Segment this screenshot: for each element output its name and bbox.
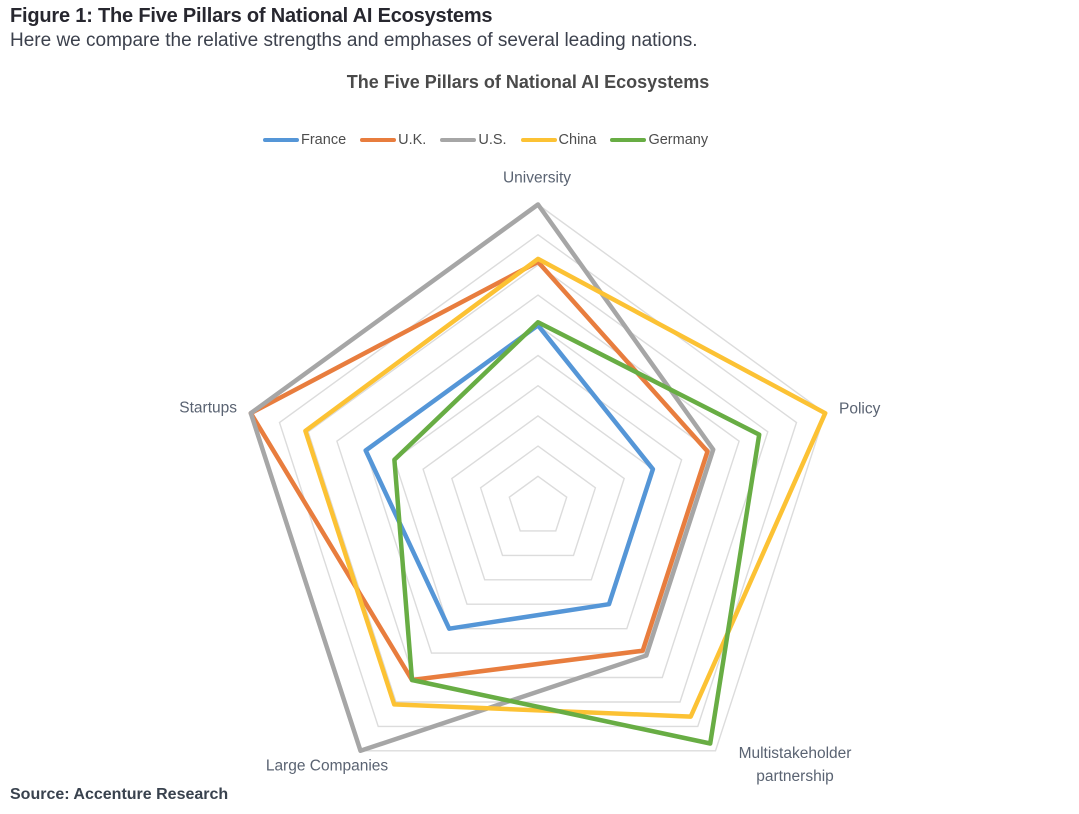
axis-label-multistakeholder-partnership: Multistakeholder partnership bbox=[738, 745, 852, 785]
grid-ring-5 bbox=[393, 354, 683, 630]
grid-ring-3 bbox=[450, 415, 626, 581]
legend-label-germany: Germany bbox=[648, 132, 709, 148]
legend-swatch-us bbox=[440, 137, 477, 143]
legend-swatch-uk bbox=[360, 137, 397, 143]
axis-label-policy: Policy bbox=[839, 400, 881, 418]
legend-swatch-china bbox=[520, 137, 557, 143]
series-us-polygon bbox=[248, 202, 716, 754]
axis-label-startups: Startups bbox=[179, 399, 237, 417]
legend-item-france: France bbox=[263, 130, 346, 150]
grid-ring-2 bbox=[479, 445, 597, 557]
legend-label-uk: U.K. bbox=[398, 132, 427, 148]
series-uk-polygon bbox=[248, 259, 710, 683]
axis-label-university: University bbox=[502, 169, 572, 187]
chart-title: The Five Pillars of National AI Ecosyste… bbox=[346, 72, 710, 92]
grid-ring-7 bbox=[336, 294, 740, 679]
figure-title: Figure 1: The Five Pillars of National A… bbox=[10, 5, 493, 27]
legend-label-china: China bbox=[558, 132, 597, 148]
source-note: Source: Accenture Research bbox=[10, 786, 229, 803]
series-germany-polygon bbox=[392, 320, 762, 746]
legend-item-uk: U.K. bbox=[360, 130, 426, 150]
legend-item-china: China bbox=[520, 130, 597, 150]
series-china-polygon bbox=[303, 256, 828, 719]
figure-subtitle: Here we compare the relative strengths a… bbox=[10, 30, 698, 51]
grid-ring-10 bbox=[249, 203, 827, 752]
legend-swatch-france bbox=[263, 137, 299, 143]
chart-legend: France U.K. U.S. China Germany bbox=[263, 130, 708, 150]
series-france-polygon bbox=[363, 323, 656, 631]
grid-ring-9 bbox=[278, 233, 798, 728]
legend-swatch-germany bbox=[610, 137, 647, 143]
legend-item-us: U.S. bbox=[440, 130, 507, 150]
legend-label-france: France bbox=[301, 132, 347, 148]
legend-item-germany: Germany bbox=[610, 130, 708, 150]
grid-ring-8 bbox=[307, 264, 769, 703]
axis-label-large-companies: Large Companies bbox=[265, 757, 389, 775]
grid-ring-1 bbox=[508, 475, 568, 532]
legend-label-us: U.S. bbox=[478, 132, 507, 148]
grid-ring-4 bbox=[422, 384, 654, 605]
